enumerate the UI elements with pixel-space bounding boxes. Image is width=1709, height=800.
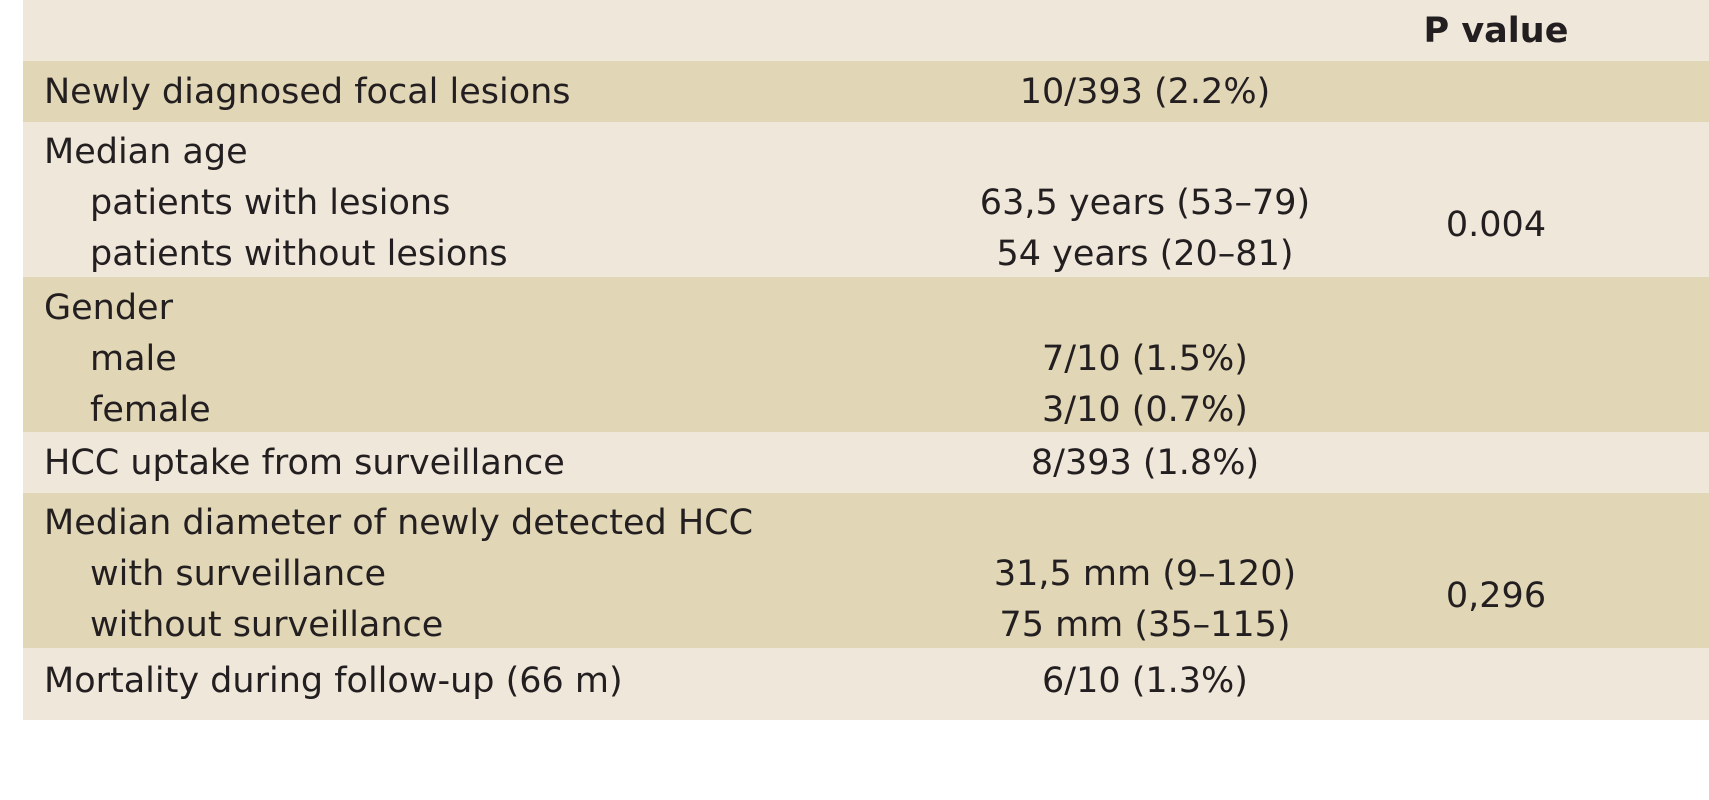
row-value-group: 31,5 mm (9–120) 75 mm (35–115) <box>845 549 1445 651</box>
sub-row-value: 3/10 (0.7%) <box>1042 390 1248 430</box>
sub-row-value: 63,5 years (53–79) <box>979 183 1311 223</box>
row-label-group: Gender male female <box>44 283 924 436</box>
header-p-value: P value <box>1423 11 1569 51</box>
row-label: Median diameter of newly detected HCC <box>44 503 754 543</box>
table-header-row: P value <box>23 0 1709 61</box>
sub-row-label: patients without lesions <box>90 234 508 274</box>
row-label: HCC uptake from surveillance <box>44 443 565 483</box>
row-label: Median age <box>44 132 248 172</box>
table-row: Newly diagnosed focal lesions 10/393 (2.… <box>23 61 1709 122</box>
row-label: Mortality during follow-up (66 m) <box>44 661 623 701</box>
table-row: Gender male female 7/10 (1.5%) 3/10 (0.7… <box>23 277 1709 432</box>
row-label-group: Median diameter of newly detected HCC wi… <box>44 498 924 651</box>
table-row: Median age patients with lesions patient… <box>23 122 1709 277</box>
table-row: Mortality during follow-up (66 m) 6/10 (… <box>23 648 1709 720</box>
table-row: Median diameter of newly detected HCC wi… <box>23 493 1709 648</box>
row-p-value: 0.004 <box>1445 205 1547 245</box>
sub-row-label: with surveillance <box>90 554 387 594</box>
row-label-group: Median age patients with lesions patient… <box>44 127 924 280</box>
sub-row-value: 54 years (20–81) <box>996 234 1294 274</box>
sub-row-label: male <box>90 339 177 379</box>
sub-row-label: patients with lesions <box>90 183 451 223</box>
row-value: 10/393 (2.2%) <box>1019 72 1271 112</box>
sub-row-value: 75 mm (35–115) <box>999 605 1291 645</box>
row-label: Newly diagnosed focal lesions <box>44 72 571 112</box>
sub-row-value: 31,5 mm (9–120) <box>993 554 1297 594</box>
row-value: 8/393 (1.8%) <box>1030 443 1260 483</box>
row-value: 6/10 (1.3%) <box>1042 661 1248 701</box>
sub-row-label: female <box>90 390 211 430</box>
row-value-group: 7/10 (1.5%) 3/10 (0.7%) <box>845 334 1445 436</box>
sub-row-value: 7/10 (1.5%) <box>1042 339 1248 379</box>
row-value-group: 63,5 years (53–79) 54 years (20–81) <box>845 178 1445 280</box>
table-row: HCC uptake from surveillance 8/393 (1.8%… <box>23 432 1709 493</box>
results-table: P value Newly diagnosed focal lesions 10… <box>23 0 1709 785</box>
row-label: Gender <box>44 288 173 328</box>
row-p-value: 0,296 <box>1445 576 1547 616</box>
sub-row-label: without surveillance <box>90 605 444 645</box>
